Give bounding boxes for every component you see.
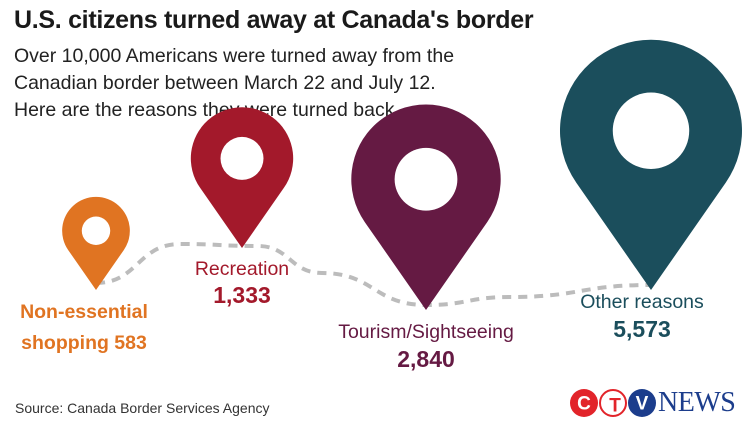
source-note: Source: Canada Border Services Agency [15, 400, 270, 416]
subtitle-line: Over 10,000 Americans were turned away f… [14, 45, 455, 67]
category-label: Other reasons [580, 291, 704, 313]
connector-line [95, 241, 652, 308]
pin-hole [612, 92, 690, 169]
logo-v-disc: V [628, 389, 656, 417]
logo-t-disc: T [599, 389, 627, 417]
subtitle-line: Canadian border between March 22 and Jul… [14, 72, 436, 94]
svg-text:V: V [636, 394, 649, 415]
value-label: 2,840 [397, 346, 455, 372]
pin-hole [81, 216, 111, 245]
category-label: Recreation [195, 258, 289, 280]
pin-hole [220, 136, 264, 180]
category-label: Non-essential [20, 301, 148, 323]
chart-title: U.S. citizens turned away at Canada's bo… [14, 6, 534, 34]
category-label: shopping 583 [21, 332, 147, 354]
svg-text:C: C [577, 394, 591, 415]
svg-text:T: T [609, 396, 621, 417]
value-label: 5,573 [613, 316, 671, 342]
logo-wordmark: NEWS [658, 387, 736, 418]
value-label: 1,333 [213, 282, 271, 308]
ctv-news-logo: C T V NEWS [570, 386, 736, 420]
logo-c-disc: C [570, 389, 598, 417]
chart-subtitle: Over 10,000 Americans were turned away f… [14, 43, 534, 124]
category-label: Tourism/Sightseeing [338, 321, 514, 343]
pin-hole [394, 147, 458, 211]
subtitle-line: Here are the reasons they were turned ba… [14, 99, 395, 121]
